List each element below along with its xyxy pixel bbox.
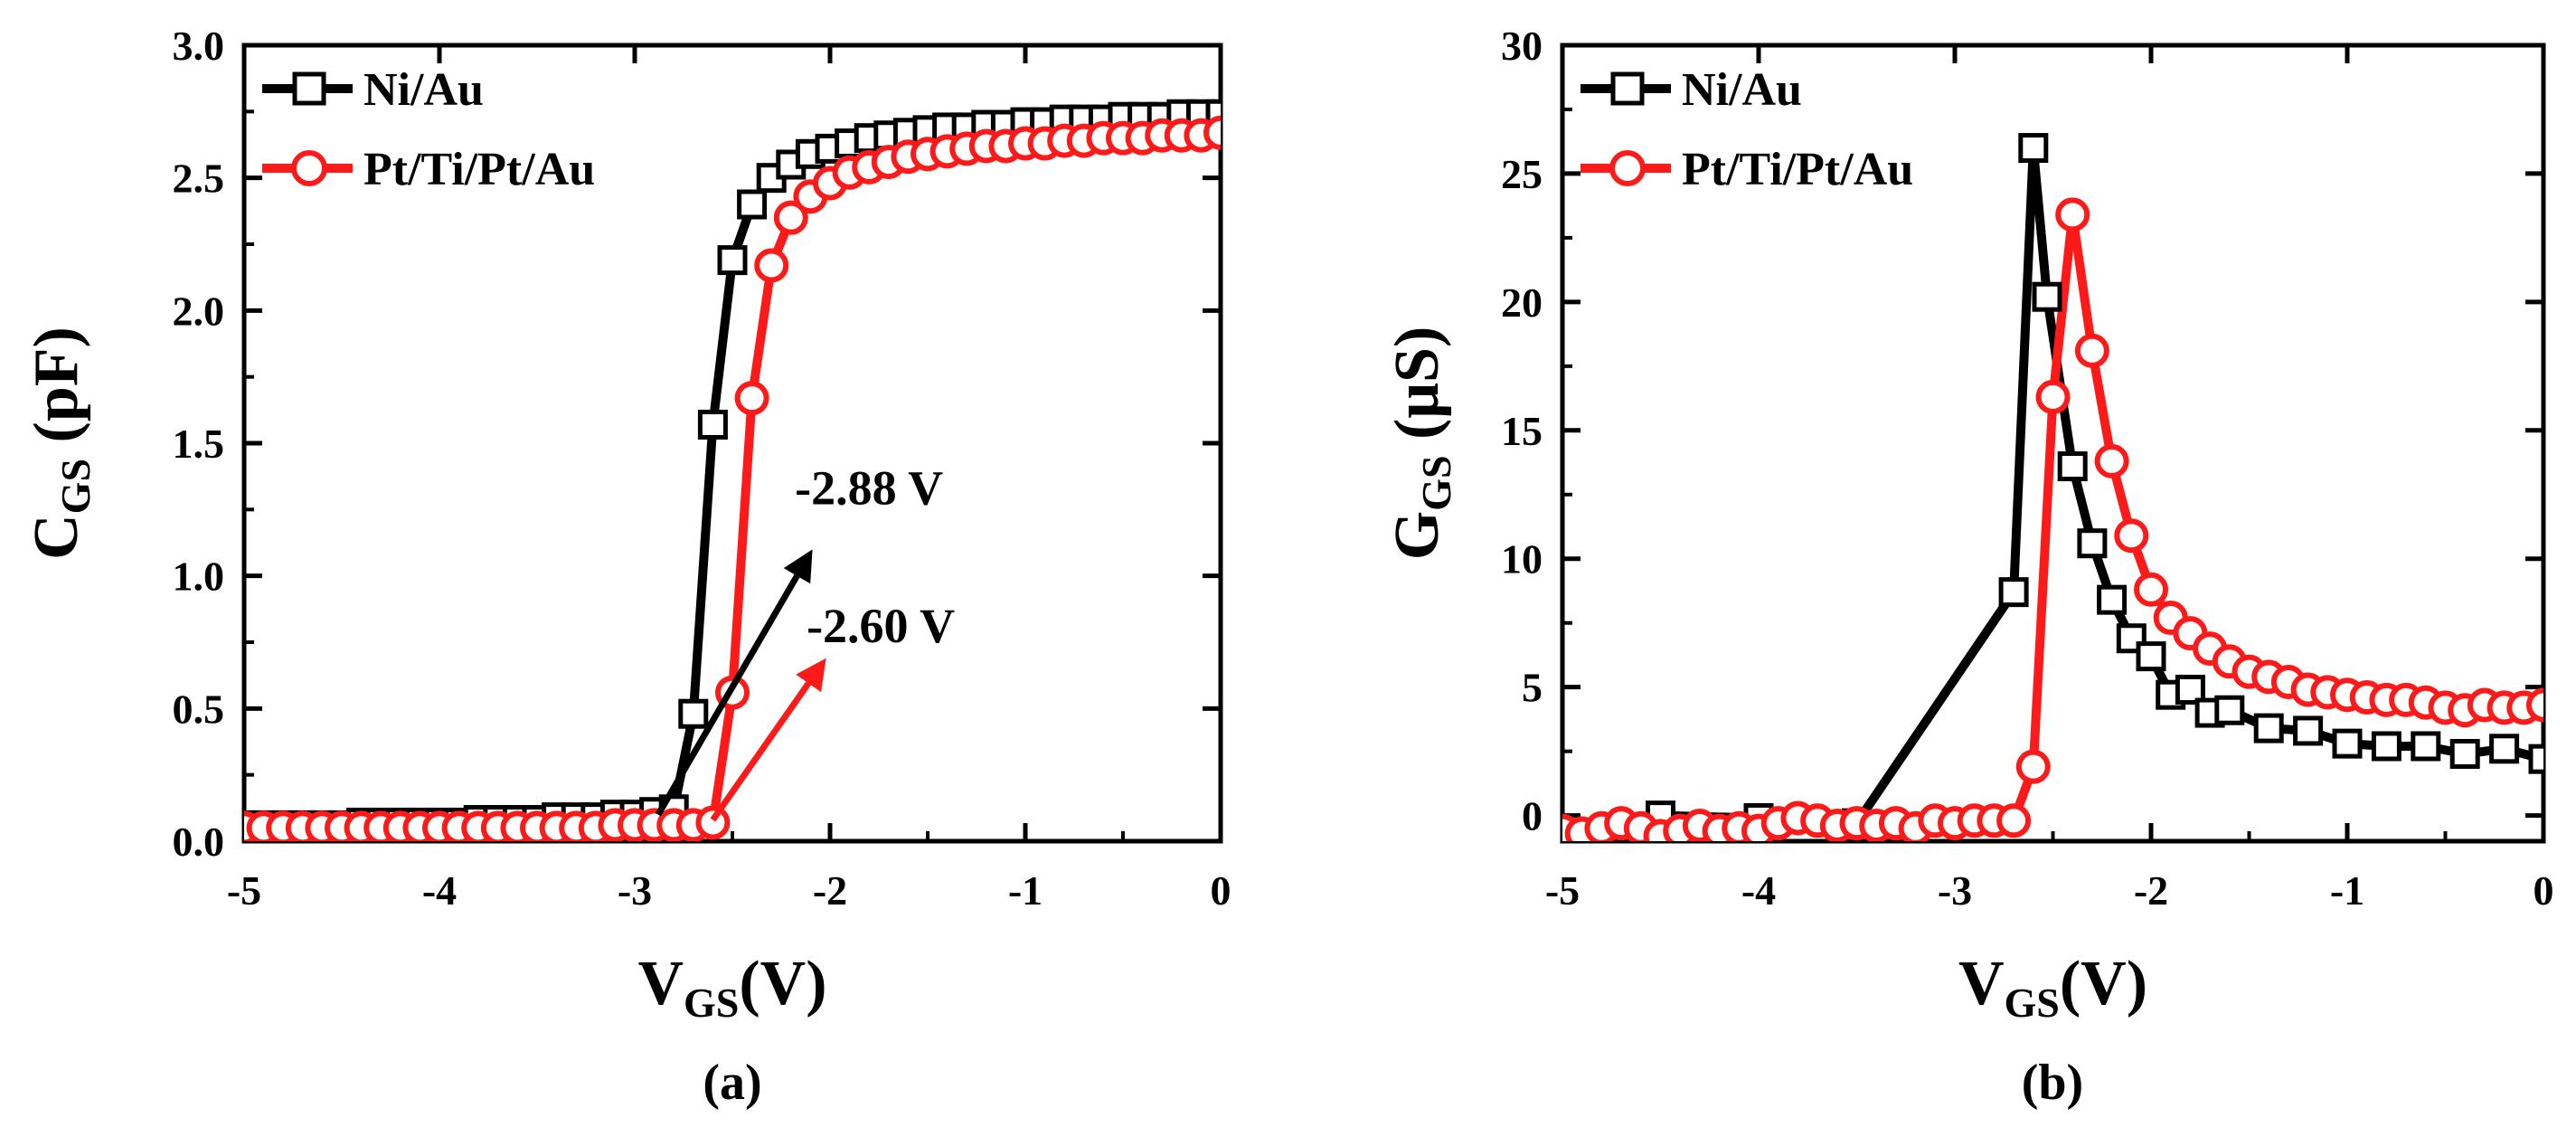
data-point: [1998, 577, 2029, 608]
panel-caption: (b): [2022, 1055, 2083, 1111]
data-point: [773, 200, 808, 235]
data-point: [2094, 443, 2129, 478]
y-tick-label: 15: [1501, 408, 1543, 454]
legend-label: Ni/Au: [363, 64, 484, 116]
data-point: [2114, 518, 2149, 554]
x-tick-label: -1: [1008, 867, 1043, 914]
data-point: [2035, 379, 2071, 414]
annotation-label: -2.60 V: [807, 599, 955, 653]
data-point: [2526, 687, 2543, 723]
annotation-arrow-shaft: [655, 573, 800, 817]
y-tick-label: 2.5: [173, 156, 225, 202]
annotation-label: -2.88 V: [795, 460, 943, 515]
panel-b: -5 -4 -3 -2 -1 0 0 5 10 15 20 25 30 Ni/Au Pt/Ti/Pt/Au V…: [1382, 23, 2554, 1111]
panel-a: -5 -4 -3 -2 -1 0 0.0 0.5 1.0 1.5 2.0 2.5 3.0 -2.88 V -…: [22, 23, 1231, 1111]
x-tick-label: -3: [618, 867, 652, 914]
legend-marker: [1610, 71, 1645, 106]
data-point: [2175, 675, 2205, 706]
y-axis-label: CGS (pF): [22, 327, 99, 560]
x-tick-label: -1: [2330, 867, 2364, 914]
legend-marker: [1609, 150, 1646, 186]
x-axis-label: VGS(V): [637, 949, 826, 1026]
y-tick-label: 1.0: [173, 554, 225, 600]
data-point: [2057, 451, 2088, 482]
legend: Ni/Au Pt/Ti/Pt/Au: [1581, 64, 1913, 195]
annotation-arrow-head: [783, 549, 813, 584]
data-point: [2371, 731, 2401, 762]
data-point: [2528, 743, 2543, 774]
data-point: [695, 805, 731, 840]
data-point: [2449, 738, 2480, 769]
data-point: [2332, 728, 2363, 759]
data-point: [2015, 749, 2051, 784]
data-point: [1203, 115, 1221, 150]
x-tick-label: 0: [1211, 867, 1231, 914]
data-point: [1996, 803, 2032, 838]
data-point: [2489, 734, 2520, 764]
plot-area: [1562, 133, 2543, 841]
x-tick-label: -4: [422, 867, 457, 914]
x-tick-label: -4: [1741, 867, 1776, 914]
x-tick-label: 0: [2534, 867, 2554, 914]
data-point: [2055, 197, 2090, 232]
y-tick-label: 0: [1522, 793, 1543, 839]
data-point: [734, 381, 769, 416]
y-tick-label: 3.0: [173, 23, 225, 69]
data-point: [2032, 281, 2062, 312]
y-tick-label: 20: [1501, 279, 1543, 326]
plot-area: [244, 99, 1221, 841]
y-tick-label: 0.0: [173, 819, 225, 865]
series-line-0: [1660, 143, 2543, 829]
data-point: [737, 189, 768, 220]
legend-marker: [292, 71, 326, 106]
data-point: [2136, 641, 2166, 672]
data-point: [2214, 695, 2245, 725]
data-point: [2411, 731, 2441, 762]
data-point: [697, 409, 728, 440]
data-point: [2074, 333, 2109, 368]
annotation-arrow-shaft: [710, 681, 812, 822]
legend-label: Ni/Au: [1682, 64, 1802, 116]
legend-label: Pt/Ti/Pt/Au: [1682, 144, 1913, 195]
x-tick-label: -3: [1938, 867, 1972, 914]
data-point: [2293, 715, 2324, 746]
legend-marker: [291, 150, 327, 186]
x-tick-label: -2: [813, 867, 847, 914]
x-tick-label: -5: [227, 867, 261, 914]
legend-label: Pt/Ti/Pt/Au: [363, 144, 595, 195]
y-tick-label: 2.0: [173, 288, 225, 334]
data-point: [717, 245, 748, 276]
data-point: [2097, 584, 2128, 615]
annotation-arrow-head: [796, 658, 826, 693]
data-point: [2018, 133, 2049, 164]
x-tick-label: -2: [2134, 867, 2168, 914]
data-point: [754, 248, 789, 283]
series-line-1: [244, 128, 1221, 833]
x-tick-label: -5: [1545, 867, 1580, 914]
y-tick-label: 0.5: [173, 686, 225, 732]
legend: Ni/Au Pt/Ti/Pt/Au: [262, 64, 595, 195]
y-tick-label: 5: [1522, 665, 1543, 711]
data-point: [2134, 572, 2168, 607]
y-tick-label: 1.5: [173, 421, 225, 467]
y-tick-label: 10: [1501, 536, 1543, 582]
y-axis-label: GGS (μS): [1382, 327, 1459, 561]
y-tick-label: 30: [1501, 23, 1543, 69]
x-axis-label: VGS(V): [1958, 949, 2147, 1026]
panel-caption: (a): [703, 1055, 761, 1111]
data-point: [2253, 713, 2284, 743]
data-point: [2077, 528, 2108, 559]
y-tick-label: 25: [1501, 151, 1543, 197]
data-point: [678, 698, 709, 729]
